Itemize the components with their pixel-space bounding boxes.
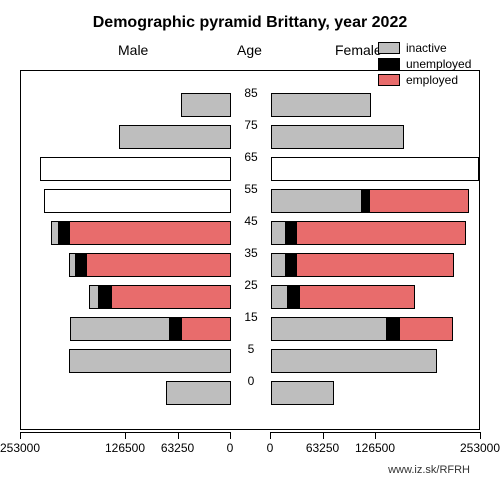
bar-segment xyxy=(70,317,170,341)
bar-segment xyxy=(181,93,231,117)
bar-segment xyxy=(166,381,231,405)
legend-swatch-unemployed xyxy=(378,58,400,70)
bar-segment xyxy=(362,189,369,213)
x-tick-label: 0 xyxy=(267,441,274,455)
male-row xyxy=(21,349,231,373)
male-row xyxy=(21,285,231,309)
bar-segment xyxy=(271,93,371,117)
bar-segment xyxy=(271,285,288,309)
bar-segment xyxy=(288,285,300,309)
legend-row: inactive xyxy=(378,40,476,56)
bar-segment xyxy=(296,221,466,245)
x-tick xyxy=(230,432,231,439)
x-tick xyxy=(375,432,376,439)
bar-segment xyxy=(69,221,231,245)
legend-label: unemployed xyxy=(406,57,476,71)
bar-segment xyxy=(89,285,99,309)
bar-segment xyxy=(271,349,437,373)
age-label: 25 xyxy=(231,278,271,292)
legend-label: inactive xyxy=(406,41,476,55)
bar-segment xyxy=(271,125,404,149)
male-row xyxy=(21,381,231,405)
x-tick-label: 63250 xyxy=(306,441,339,455)
credit-text: www.iz.sk/RFRH xyxy=(388,464,470,476)
age-label: 75 xyxy=(231,118,271,132)
bar-segment xyxy=(86,253,231,277)
bar-segment xyxy=(69,253,76,277)
bar-segment xyxy=(111,285,231,309)
bar-segment xyxy=(51,221,59,245)
x-tick xyxy=(178,432,179,439)
bar-segment xyxy=(69,349,231,373)
bar-segment xyxy=(299,285,415,309)
bar-segment xyxy=(387,317,399,341)
female-row xyxy=(271,381,481,405)
bar-segment xyxy=(76,253,86,277)
age-label: 15 xyxy=(231,310,271,324)
x-tick-label: 126500 xyxy=(355,441,395,455)
bar-segment xyxy=(271,189,362,213)
female-row xyxy=(271,221,481,245)
age-gap: 85 75 65 55 45 35 25 15 5 0 xyxy=(231,71,271,429)
bar-segment xyxy=(59,221,69,245)
male-row xyxy=(21,157,231,181)
age-label: 35 xyxy=(231,246,271,260)
age-label: 55 xyxy=(231,182,271,196)
bar-segment xyxy=(170,317,182,341)
female-row xyxy=(271,285,481,309)
female-row xyxy=(271,317,481,341)
x-tick-label: 63250 xyxy=(161,441,194,455)
female-half xyxy=(271,71,481,429)
population-pyramid-chart: Demographic pyramid Brittany, year 2022 … xyxy=(0,0,500,500)
bar-segment xyxy=(369,189,469,213)
x-tick-label: 0 xyxy=(227,441,234,455)
x-tick-label: 253000 xyxy=(460,441,500,455)
bar-segment xyxy=(271,221,286,245)
x-tick xyxy=(480,432,481,439)
x-tick xyxy=(323,432,324,439)
bar-segment xyxy=(286,221,296,245)
bar-segment xyxy=(271,157,479,181)
female-row xyxy=(271,93,481,117)
x-tick xyxy=(20,432,21,439)
age-label: 85 xyxy=(231,86,271,100)
male-row xyxy=(21,221,231,245)
age-label: 0 xyxy=(231,374,271,388)
female-row xyxy=(271,253,481,277)
bar-segment xyxy=(271,317,387,341)
plot-area: 85 75 65 55 45 35 25 15 5 0 xyxy=(20,70,480,430)
x-tick xyxy=(125,432,126,439)
male-row xyxy=(21,125,231,149)
age-label: 5 xyxy=(231,342,271,356)
female-row xyxy=(271,157,481,181)
bar-segment xyxy=(271,253,286,277)
bar-segment xyxy=(286,253,296,277)
age-label: 45 xyxy=(231,214,271,228)
male-row xyxy=(21,317,231,341)
header-age: Age xyxy=(237,42,262,58)
bar-segment xyxy=(271,381,334,405)
bar-segment xyxy=(44,189,231,213)
bar-segment xyxy=(399,317,453,341)
header-male: Male xyxy=(118,42,148,58)
legend-swatch-inactive xyxy=(378,42,400,54)
bar-segment xyxy=(181,317,231,341)
header-female: Female xyxy=(335,42,382,58)
bar-segment xyxy=(119,125,231,149)
chart-title: Demographic pyramid Brittany, year 2022 xyxy=(0,14,500,32)
age-label: 65 xyxy=(231,150,271,164)
bar-segment xyxy=(40,157,231,181)
female-row xyxy=(271,349,481,373)
female-row xyxy=(271,189,481,213)
male-half xyxy=(21,71,231,429)
x-tick xyxy=(270,432,271,439)
bar-segment xyxy=(296,253,454,277)
female-row xyxy=(271,125,481,149)
bar-segment xyxy=(99,285,111,309)
x-tick-label: 126500 xyxy=(105,441,145,455)
male-row xyxy=(21,93,231,117)
male-row xyxy=(21,253,231,277)
male-row xyxy=(21,189,231,213)
x-tick-label: 253000 xyxy=(0,441,40,455)
